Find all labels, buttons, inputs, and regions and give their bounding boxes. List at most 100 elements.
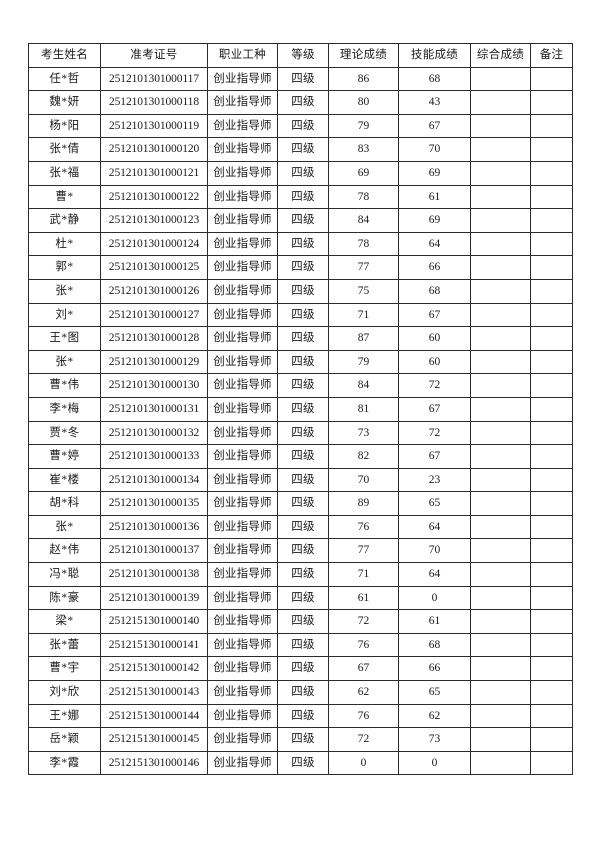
cell-level: 四级: [277, 208, 329, 233]
cell-level: 四级: [277, 326, 329, 351]
cell-level: 四级: [277, 255, 329, 280]
cell-skill: 67: [398, 396, 471, 422]
cell-id: 2512101301000121: [100, 160, 208, 186]
cell-theory: 71: [328, 562, 399, 587]
cell-theory: 71: [328, 302, 399, 328]
table-header: 考生姓名 准考证号 职业工种 等级 理论成绩 技能成绩 综合成绩 备注: [28, 43, 573, 68]
cell-skill: 67: [398, 444, 471, 469]
cell-level: 四级: [277, 113, 329, 139]
cell-id: 2512101301000120: [100, 137, 208, 162]
cell-note: [530, 444, 573, 469]
cell-name: 曹*婷: [28, 444, 101, 469]
table-row: 曹*伟 2512101301000130 创业指导师 四级 84 72: [28, 373, 573, 398]
cell-skill: 68: [398, 632, 471, 658]
cell-name: 刘*欣: [28, 680, 101, 705]
cell-comp: [470, 302, 531, 328]
cell-name: 赵*伟: [28, 538, 101, 564]
cell-occ: 创业指导师: [207, 656, 278, 682]
cell-note: [530, 680, 573, 705]
cell-theory: 76: [328, 632, 399, 658]
cell-theory: 79: [328, 349, 399, 375]
cell-name: 张*: [28, 278, 101, 304]
cell-name: 李*霞: [28, 750, 101, 776]
cell-id: 2512101301000130: [100, 373, 208, 398]
cell-id: 2512101301000137: [100, 538, 208, 564]
cell-name: 王*娜: [28, 703, 101, 729]
cell-comp: [470, 538, 531, 564]
cell-comp: [470, 656, 531, 682]
cell-level: 四级: [277, 302, 329, 328]
cell-theory: 84: [328, 208, 399, 233]
cell-theory: 78: [328, 231, 399, 257]
cell-skill: 0: [398, 750, 471, 776]
cell-level: 四级: [277, 585, 329, 611]
table-row: 崔*楼 2512101301000134 创业指导师 四级 70 23: [28, 467, 573, 493]
cell-skill: 64: [398, 514, 471, 540]
cell-theory: 62: [328, 680, 399, 705]
cell-skill: 62: [398, 703, 471, 729]
cell-comp: [470, 562, 531, 587]
cell-note: [530, 750, 573, 776]
cell-skill: 67: [398, 113, 471, 139]
cell-level: 四级: [277, 349, 329, 375]
cell-level: 四级: [277, 491, 329, 516]
cell-name: 曹*宇: [28, 656, 101, 682]
cell-skill: 73: [398, 727, 471, 752]
cell-comp: [470, 90, 531, 115]
cell-name: 魏*妍: [28, 90, 101, 115]
cell-name: 刘*: [28, 302, 101, 328]
cell-level: 四级: [277, 750, 329, 776]
cell-id: 2512101301000122: [100, 184, 208, 210]
cell-note: [530, 349, 573, 375]
cell-note: [530, 302, 573, 328]
table-row: 杨*阳 2512101301000119 创业指导师 四级 79 67: [28, 113, 573, 139]
cell-skill: 66: [398, 255, 471, 280]
table-row: 郭* 2512101301000125 创业指导师 四级 77 66: [28, 255, 573, 280]
cell-occ: 创业指导师: [207, 491, 278, 516]
cell-occ: 创业指导师: [207, 160, 278, 186]
cell-occ: 创业指导师: [207, 562, 278, 587]
table-header-row: 考生姓名 准考证号 职业工种 等级 理论成绩 技能成绩 综合成绩 备注: [28, 43, 573, 68]
cell-theory: 67: [328, 656, 399, 682]
cell-id: 2512151301000141: [100, 632, 208, 658]
cell-name: 崔*楼: [28, 467, 101, 493]
cell-skill: 61: [398, 609, 471, 634]
cell-skill: 67: [398, 302, 471, 328]
cell-id: 2512101301000119: [100, 113, 208, 139]
cell-theory: 0: [328, 750, 399, 776]
cell-name: 梁*: [28, 609, 101, 634]
cell-skill: 64: [398, 562, 471, 587]
cell-id: 2512101301000118: [100, 90, 208, 115]
cell-note: [530, 208, 573, 233]
cell-skill: 69: [398, 160, 471, 186]
cell-note: [530, 538, 573, 564]
cell-occ: 创业指导师: [207, 326, 278, 351]
table-row: 王*图 2512101301000128 创业指导师 四级 87 60: [28, 326, 573, 351]
cell-theory: 78: [328, 184, 399, 210]
cell-skill: 66: [398, 656, 471, 682]
cell-level: 四级: [277, 632, 329, 658]
cell-skill: 68: [398, 278, 471, 304]
cell-skill: 0: [398, 585, 471, 611]
cell-note: [530, 396, 573, 422]
cell-comp: [470, 184, 531, 210]
cell-comp: [470, 113, 531, 139]
table-row: 胡*科 2512101301000135 创业指导师 四级 89 65: [28, 491, 573, 516]
cell-theory: 61: [328, 585, 399, 611]
cell-level: 四级: [277, 680, 329, 705]
table-row: 曹* 2512101301000122 创业指导师 四级 78 61: [28, 184, 573, 210]
table-row: 张*倩 2512101301000120 创业指导师 四级 83 70: [28, 137, 573, 162]
cell-comp: [470, 703, 531, 729]
cell-occ: 创业指导师: [207, 302, 278, 328]
cell-level: 四级: [277, 514, 329, 540]
cell-theory: 89: [328, 491, 399, 516]
cell-occ: 创业指导师: [207, 727, 278, 752]
cell-comp: [470, 278, 531, 304]
table-row: 王*娜 2512151301000144 创业指导师 四级 76 62: [28, 703, 573, 729]
cell-comp: [470, 208, 531, 233]
cell-note: [530, 656, 573, 682]
cell-comp: [470, 373, 531, 398]
cell-name: 陈*豪: [28, 585, 101, 611]
cell-occ: 创业指导师: [207, 373, 278, 398]
